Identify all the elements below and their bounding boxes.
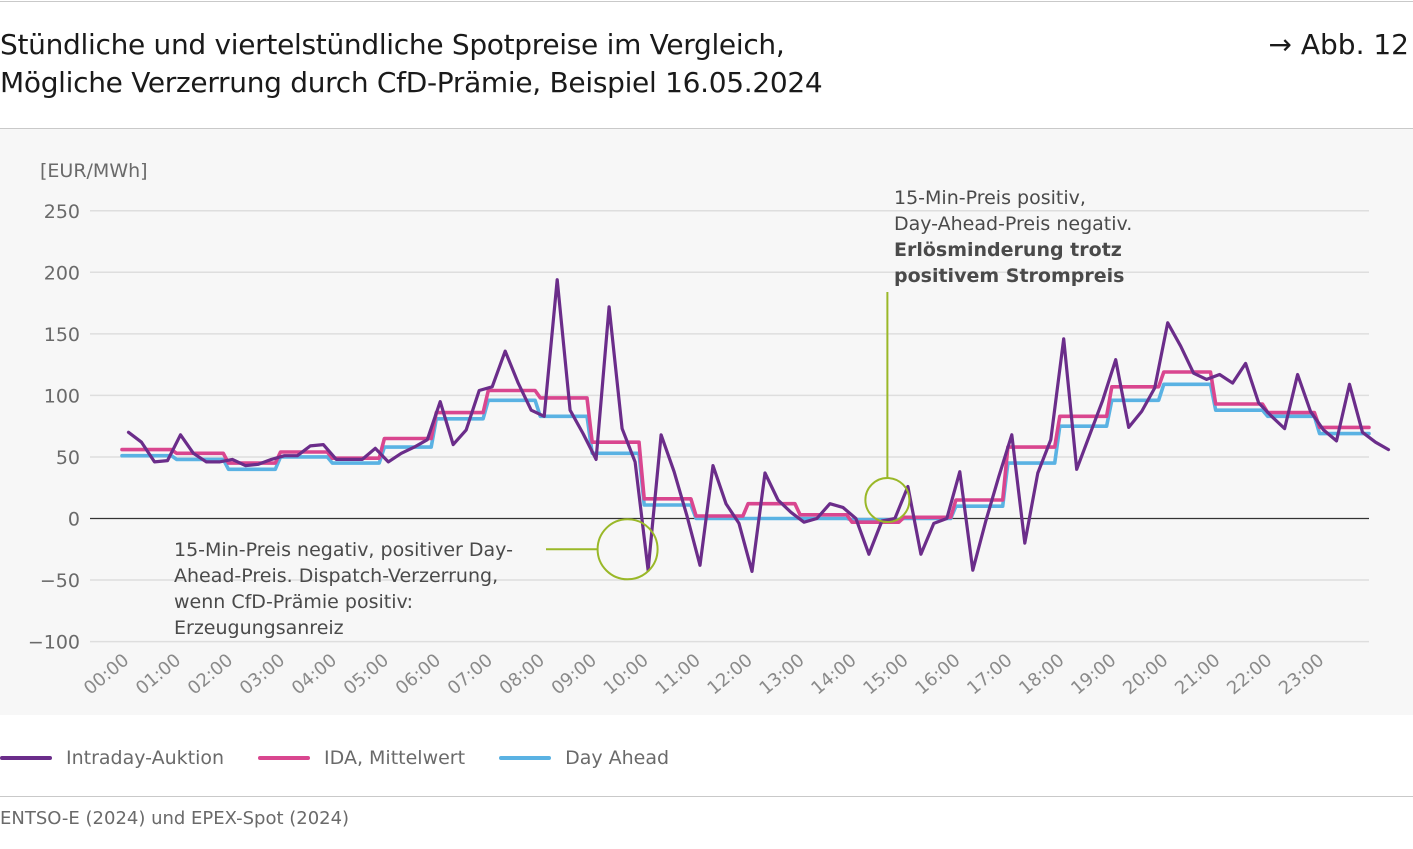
annotation-right-line-2: Day-Ahead-Preis negativ. [894, 213, 1133, 235]
series-ida-mittelwert [120, 370, 1371, 525]
annotation-left-line-2: Ahead-Preis. Dispatch-Verzerrung, [174, 565, 499, 587]
legend-item-ida-mean: IDA, Mittelwert [258, 747, 465, 769]
series-day-ahead [120, 382, 1371, 522]
x-tick-label: 02:00 [184, 650, 237, 699]
series-layer [120, 278, 1391, 574]
legend-swatch-ida-mean [258, 756, 311, 760]
y-tick-label: 50 [56, 447, 80, 469]
annotation-left: 15-Min-Preis negativ, positiver Day- Ahe… [174, 537, 513, 641]
legend-item-day-ahead: Day Ahead [499, 747, 669, 769]
annotation-layer [546, 292, 911, 581]
x-tick-label: 16:00 [911, 650, 964, 699]
legend-label-intraday: Intraday-Auktion [66, 747, 225, 769]
x-tick-label: 17:00 [963, 650, 1016, 699]
figure-reference: → Abb. 12 [1268, 28, 1410, 61]
source-note: ENTSO-E (2024) und EPEX-Spot (2024) [0, 808, 350, 829]
annotation-right-line-1: 15-Min-Preis positiv, [894, 187, 1086, 209]
x-tick-label: 01:00 [132, 650, 185, 699]
x-tick-label: 05:00 [340, 650, 393, 699]
title-line-2: Mögliche Verzerrung durch CfD-Prämie, Be… [0, 66, 823, 99]
annotation-left-line-3: wenn CfD-Prämie positiv: [174, 591, 414, 613]
x-tick-label: 13:00 [755, 650, 808, 699]
y-axis-label: [EUR/MWh] [40, 160, 148, 182]
legend-swatch-day-ahead [499, 756, 552, 760]
y-tick-label: −50 [40, 570, 80, 592]
x-tick-label: 21:00 [1171, 650, 1224, 699]
top-rule [0, 1, 1413, 2]
legend-swatch-intraday [0, 756, 52, 760]
chart-title: Stündliche und viertelstündliche Spotpre… [0, 26, 1150, 102]
x-tick-label: 09:00 [548, 650, 601, 699]
legend-label-day-ahead: Day Ahead [565, 747, 670, 769]
annotation-left-line-1: 15-Min-Preis negativ, positiver Day- [174, 539, 513, 561]
y-tick-label: −100 [28, 632, 80, 654]
x-tick-label: 22:00 [1223, 650, 1276, 699]
y-tick-label: 250 [44, 201, 80, 223]
x-tick-label: 07:00 [444, 650, 497, 699]
series-intraday-auktion [126, 278, 1391, 574]
x-tick-label: 08:00 [496, 650, 549, 699]
annotation-right: 15-Min-Preis positiv, Day-Ahead-Preis ne… [894, 185, 1132, 289]
annotation-left-line-4: Erzeugungsanreiz [174, 617, 344, 639]
annotation-right-line-4: positivem Strompreis [894, 265, 1125, 287]
x-tick-label: 20:00 [1119, 650, 1172, 699]
y-tick-label: 0 [68, 509, 80, 531]
x-tick-label: 00:00 [80, 650, 133, 699]
x-tick-label: 11:00 [652, 650, 705, 699]
x-tick-label: 18:00 [1015, 650, 1068, 699]
x-tick-label: 12:00 [703, 650, 756, 699]
legend-item-intraday: Intraday-Auktion [0, 747, 224, 769]
title-line-1: Stündliche und viertelstündliche Spotpre… [0, 28, 785, 61]
chart-legend: Intraday-Auktion IDA, Mittelwert Day Ahe… [0, 740, 703, 776]
x-tick-label: 03:00 [236, 650, 289, 699]
x-tick-label: 14:00 [807, 650, 860, 699]
line-chart: −100 −50 0 50 100 150 200 250 00:0001:0002:0003:… [28, 160, 1391, 699]
x-tick-label: 06:00 [392, 650, 445, 699]
footer-rule [0, 796, 1413, 797]
y-tick-label: 200 [44, 262, 80, 284]
chart-panel [0, 129, 1413, 715]
legend-label-ida-mean: IDA, Mittelwert [324, 747, 466, 769]
x-tick-label: 19:00 [1067, 650, 1120, 699]
y-tick-label: 150 [44, 324, 80, 346]
x-tick-label: 23:00 [1275, 650, 1328, 699]
x-tick-label: 04:00 [288, 650, 341, 699]
x-tick-label: 10:00 [600, 650, 653, 699]
annotation-right-line-3: Erlösminderung trotz [894, 239, 1122, 261]
grid-layer [90, 210, 1369, 643]
y-tick-label: 100 [44, 385, 80, 407]
title-rule [0, 128, 1413, 129]
x-tick-label: 15:00 [859, 650, 912, 699]
